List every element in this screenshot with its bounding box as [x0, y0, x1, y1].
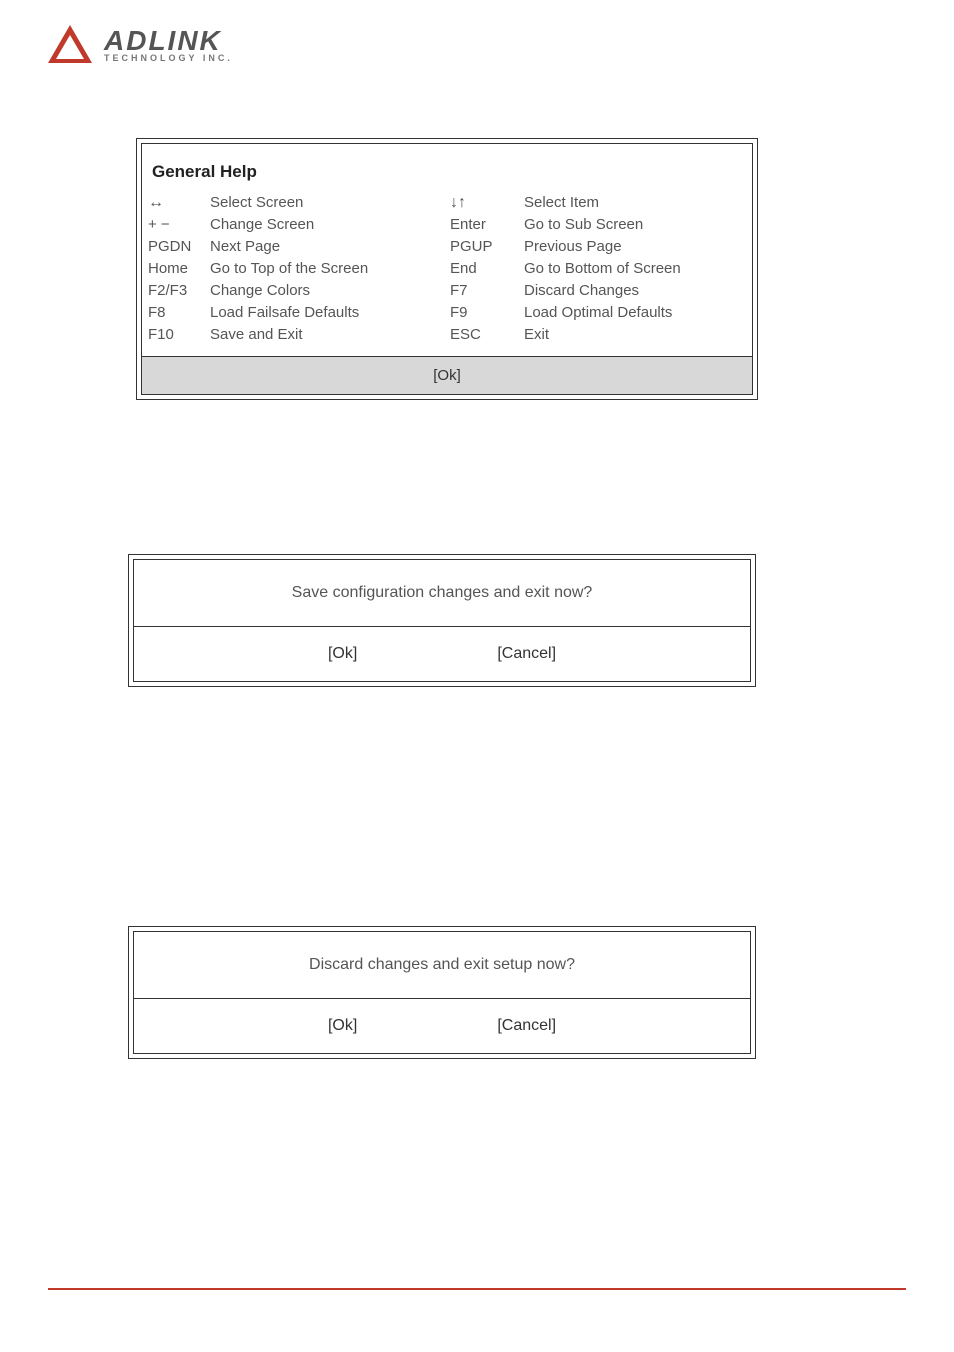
key-enter: Enter [450, 214, 524, 236]
action-save-exit: Save and Exit [210, 324, 450, 346]
discard-dialog-inner: Discard changes and exit setup now? [Ok]… [133, 931, 751, 1054]
discard-cancel-button[interactable]: [Cancel] [497, 1017, 556, 1035]
save-dialog-message: Save configuration changes and exit now? [134, 560, 750, 626]
action-prev-page: Previous Page [524, 236, 681, 258]
key-pgup: PGUP [450, 236, 524, 258]
discard-dialog-buttons: [Ok] [Cancel] [134, 998, 750, 1053]
action-top-screen: Go to Top of the Screen [210, 258, 450, 280]
general-help-right-col: ↓↑ Enter PGUP End F7 F9 ESC Select Item … [450, 192, 681, 346]
action-discard-changes: Discard Changes [524, 280, 681, 302]
gh-right-actions: Select Item Go to Sub Screen Previous Pa… [524, 192, 681, 346]
key-pgdn: PGDN [148, 236, 210, 258]
key-end: End [450, 258, 524, 280]
key-home: Home [148, 258, 210, 280]
logo-triangle-icon [48, 25, 92, 63]
key-f10: F10 [148, 324, 210, 346]
logo: ADLINK TECHNOLOGY INC. [48, 25, 233, 63]
save-dialog: Save configuration changes and exit now?… [128, 554, 756, 687]
key-esc: ESC [450, 324, 524, 346]
key-f8: F8 [148, 302, 210, 324]
action-load-optimal: Load Optimal Defaults [524, 302, 681, 324]
save-cancel-button[interactable]: [Cancel] [497, 645, 556, 663]
key-f9: F9 [450, 302, 524, 324]
gh-left-actions: Select Screen Change Screen Next Page Go… [210, 192, 450, 346]
discard-dialog-message: Discard changes and exit setup now? [134, 932, 750, 998]
discard-ok-button[interactable]: [Ok] [328, 1017, 357, 1035]
general-help-body: ↔ + − PGDN Home F2/F3 F8 F10 Select Scre… [142, 192, 752, 356]
general-help-panel: General Help ↔ + − PGDN Home F2/F3 F8 F1… [136, 138, 758, 400]
footer-divider [48, 1288, 906, 1290]
action-exit: Exit [524, 324, 681, 346]
save-ok-button[interactable]: [Ok] [328, 645, 357, 663]
gh-left-keys: ↔ + − PGDN Home F2/F3 F8 F10 [148, 192, 210, 346]
action-change-colors: Change Colors [210, 280, 450, 302]
save-dialog-buttons: [Ok] [Cancel] [134, 626, 750, 681]
action-load-failsafe: Load Failsafe Defaults [210, 302, 450, 324]
gh-right-keys: ↓↑ Enter PGUP End F7 F9 ESC [450, 192, 524, 346]
action-next-page: Next Page [210, 236, 450, 258]
action-sub-screen: Go to Sub Screen [524, 214, 681, 236]
discard-dialog: Discard changes and exit setup now? [Ok]… [128, 926, 756, 1059]
action-bottom-screen: Go to Bottom of Screen [524, 258, 681, 280]
action-select-item: Select Item [524, 192, 681, 214]
general-help-ok-button[interactable]: [Ok] [142, 356, 752, 394]
key-arrows-lr-icon: ↔ [148, 192, 210, 214]
logo-sub-text: TECHNOLOGY INC. [104, 53, 233, 63]
general-help-title: General Help [142, 144, 752, 192]
key-plus-minus: + − [148, 214, 210, 236]
logo-text: ADLINK TECHNOLOGY INC. [104, 25, 233, 63]
general-help-left-col: ↔ + − PGDN Home F2/F3 F8 F10 Select Scre… [148, 192, 450, 346]
key-arrows-ud-icon: ↓↑ [450, 192, 524, 214]
action-change-screen: Change Screen [210, 214, 450, 236]
general-help-inner: General Help ↔ + − PGDN Home F2/F3 F8 F1… [141, 143, 753, 395]
save-dialog-inner: Save configuration changes and exit now?… [133, 559, 751, 682]
key-f2f3: F2/F3 [148, 280, 210, 302]
key-f7: F7 [450, 280, 524, 302]
action-select-screen: Select Screen [210, 192, 450, 214]
